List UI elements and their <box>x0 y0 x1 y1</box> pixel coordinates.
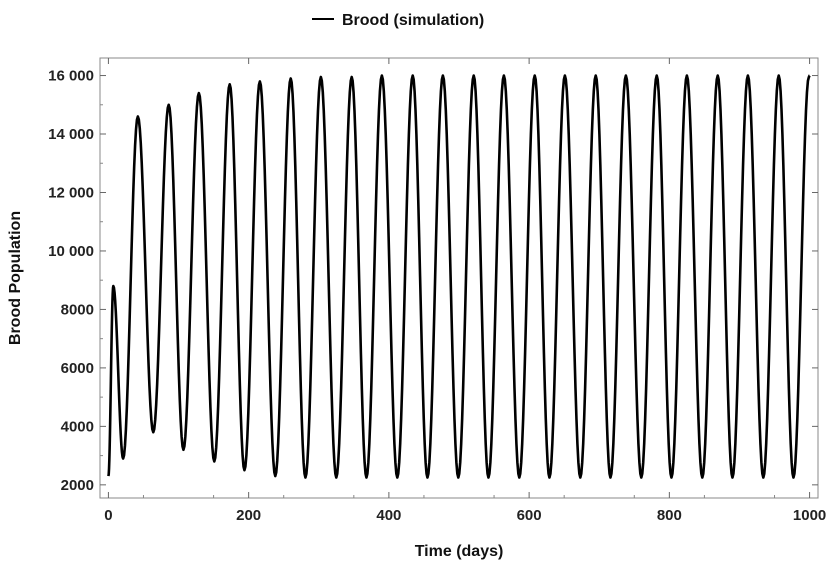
x-axis-title: Time (days) <box>415 543 504 560</box>
x-tick-label: 400 <box>376 507 401 524</box>
series-line-brood <box>107 74 811 479</box>
y-axis-tick-labels: 2000 4000 6000 8000 10 000 12 000 14 000 16 000 <box>48 68 94 494</box>
y-tick-label: 2000 <box>61 477 94 494</box>
x-tick-label: 600 <box>517 507 542 524</box>
x-axis-ticks <box>107 58 811 498</box>
x-tick-label: 200 <box>236 507 261 524</box>
series-layer <box>107 74 811 479</box>
legend-label: Brood (simulation) <box>342 12 484 29</box>
x-tick-label: 1000 <box>793 507 826 524</box>
y-tick-label: 10 000 <box>48 243 94 260</box>
x-axis-tick-labels: 0 200 400 600 800 1000 <box>104 507 826 524</box>
y-tick-label: 8000 <box>61 301 94 318</box>
y-tick-label: 12 000 <box>48 184 94 201</box>
x-tick-label: 800 <box>657 507 682 524</box>
x-tick-label: 0 <box>104 507 112 524</box>
y-tick-label: 16 000 <box>48 68 94 85</box>
y-tick-label: 4000 <box>61 418 94 435</box>
y-tick-label: 6000 <box>61 360 94 377</box>
y-axis-ticks <box>100 75 818 486</box>
y-axis-title: Brood Population <box>7 211 24 345</box>
plot-frame <box>99 57 819 499</box>
legend: Brood (simulation) <box>312 12 484 29</box>
y-tick-label: 14 000 <box>48 126 94 143</box>
